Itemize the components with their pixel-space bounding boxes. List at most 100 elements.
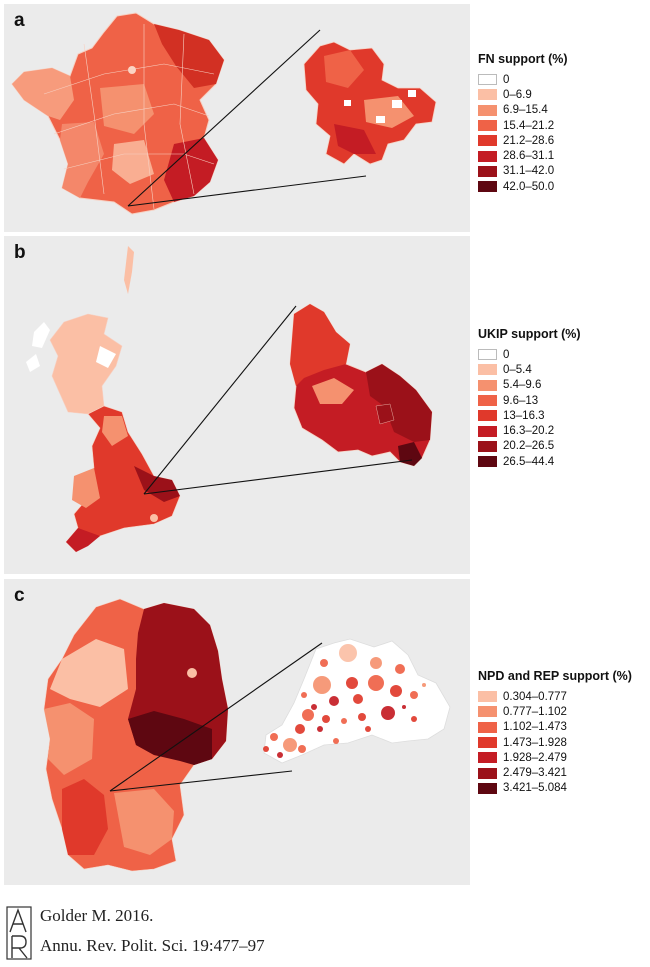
legend-swatch (478, 691, 497, 703)
uk-zoom-line-top (143, 305, 297, 495)
uk-inset-north (290, 304, 350, 386)
legend-swatch (478, 767, 497, 779)
uk-inset-southeast (398, 442, 422, 466)
legend-item: 31.1–42.0 (478, 164, 568, 179)
legend-label: 42.0–50.0 (503, 180, 555, 193)
support-bubble (395, 664, 405, 674)
panel-b: b (4, 236, 470, 574)
legend-item: 0–5.4 (478, 362, 581, 377)
france-inset-zone-1 (324, 50, 364, 88)
uk-zoom-line-bottom (143, 459, 413, 495)
legend-swatch (478, 89, 497, 101)
legend-label: 6.9–15.4 (503, 104, 548, 117)
legend-swatch (478, 410, 497, 422)
uk-scotland-north (96, 346, 116, 368)
panel-a: a (4, 4, 470, 232)
france-region-center (100, 84, 154, 134)
legend-swatch (478, 379, 497, 391)
legend-fn: FN support (%) 0 0–6.9 6.9–15.4 15.4–21.2 21… (478, 52, 568, 194)
legend-npd-rep: NPD and REP support (%) 0.304–0.777 0.777… (478, 669, 632, 796)
legend-item: 15.4–21.2 (478, 118, 568, 133)
legend-item: 21.2–28.6 (478, 133, 568, 148)
legend-item: 1.102–1.473 (478, 720, 632, 735)
legend-label: 0–5.4 (503, 363, 532, 376)
legend-label: 15.4–21.2 (503, 119, 555, 132)
france-region-southwest (60, 122, 104, 198)
france-region-northeast (154, 24, 224, 88)
legend-title-npd-rep: NPD and REP support (%) (478, 669, 632, 683)
support-bubble (270, 733, 278, 741)
france-map-figure (11, 12, 437, 215)
legend-swatch (478, 150, 497, 162)
support-bubble (346, 677, 358, 689)
germany-east-south (128, 711, 212, 765)
legend-item: 2.479–3.421 (478, 765, 632, 780)
legend-label: 16.3–20.2 (503, 425, 555, 438)
legend-label: 0 (503, 73, 510, 86)
legend-swatch (478, 349, 497, 361)
legend-label: 13–16.3 (503, 409, 545, 422)
uk-inset-central (312, 378, 354, 404)
legend-label: 28.6–31.1 (503, 150, 555, 163)
support-bubble (390, 685, 402, 697)
legend-swatch (478, 440, 497, 452)
france-inset-gap-1 (392, 100, 402, 108)
legend-label: 0.304–0.777 (503, 690, 567, 703)
legend-label: 31.1–42.0 (503, 165, 555, 178)
uk-southwest (66, 528, 100, 552)
legend-label: 21.2–28.6 (503, 134, 555, 147)
uk-hebrides (32, 322, 50, 348)
uk-london-marker (150, 514, 158, 522)
france-inset-gap-4 (376, 116, 385, 123)
uk-inset-small (375, 403, 395, 425)
legend-label: 2.479–3.421 (503, 767, 567, 780)
legend-swatch (478, 165, 497, 177)
legend-item: 0.777–1.102 (478, 704, 632, 719)
legend-item: 0.304–0.777 (478, 689, 632, 704)
support-bubble (302, 709, 314, 721)
support-bubble (283, 738, 297, 752)
support-bubble (298, 745, 306, 753)
legend-swatch (478, 721, 497, 733)
france-region-west (12, 68, 74, 120)
france-region-massif (112, 140, 154, 184)
legend-title-ukip: UKIP support (%) (478, 327, 581, 341)
legend-label: 0–6.9 (503, 88, 532, 101)
support-bubble (329, 696, 339, 706)
support-bubble (422, 683, 426, 687)
uk-north (102, 416, 128, 446)
legend-label: 9.6–13 (503, 394, 539, 407)
legend-swatch (478, 120, 497, 132)
legend-label: 1.473–1.928 (503, 736, 567, 749)
germany-zoom-line-top (109, 642, 323, 792)
legend-swatch (478, 752, 497, 764)
france-inset-zone-3 (334, 124, 376, 154)
legend-item: 0 (478, 347, 581, 362)
legend-label: 0.777–1.102 (503, 705, 567, 718)
support-bubble (320, 659, 328, 667)
germany-west (44, 703, 94, 775)
support-bubble (295, 724, 305, 734)
legend-label: 26.5–44.4 (503, 455, 555, 468)
legend-item: 20.2–26.5 (478, 439, 581, 454)
legend-swatch (478, 364, 497, 376)
support-bubble (358, 713, 366, 721)
uk-shetland (124, 246, 134, 294)
legend-swatch (478, 135, 497, 147)
uk-east (134, 466, 180, 502)
legend-swatch (478, 706, 497, 718)
legend-item: 1.928–2.479 (478, 750, 632, 765)
support-bubble (277, 752, 283, 758)
legend-item: 28.6–31.1 (478, 148, 568, 163)
germany-zoom-line-bottom (109, 770, 293, 792)
legend-label: 20.2–26.5 (503, 440, 555, 453)
support-bubble (411, 716, 417, 722)
legend-swatch (478, 737, 497, 749)
france-inset-gap-3 (344, 100, 351, 106)
support-bubble (311, 704, 317, 710)
legend-swatch (478, 425, 497, 437)
legend-swatch (478, 104, 497, 116)
support-bubble (353, 694, 363, 704)
uk-isles-west (26, 354, 40, 372)
support-bubble (368, 675, 384, 691)
